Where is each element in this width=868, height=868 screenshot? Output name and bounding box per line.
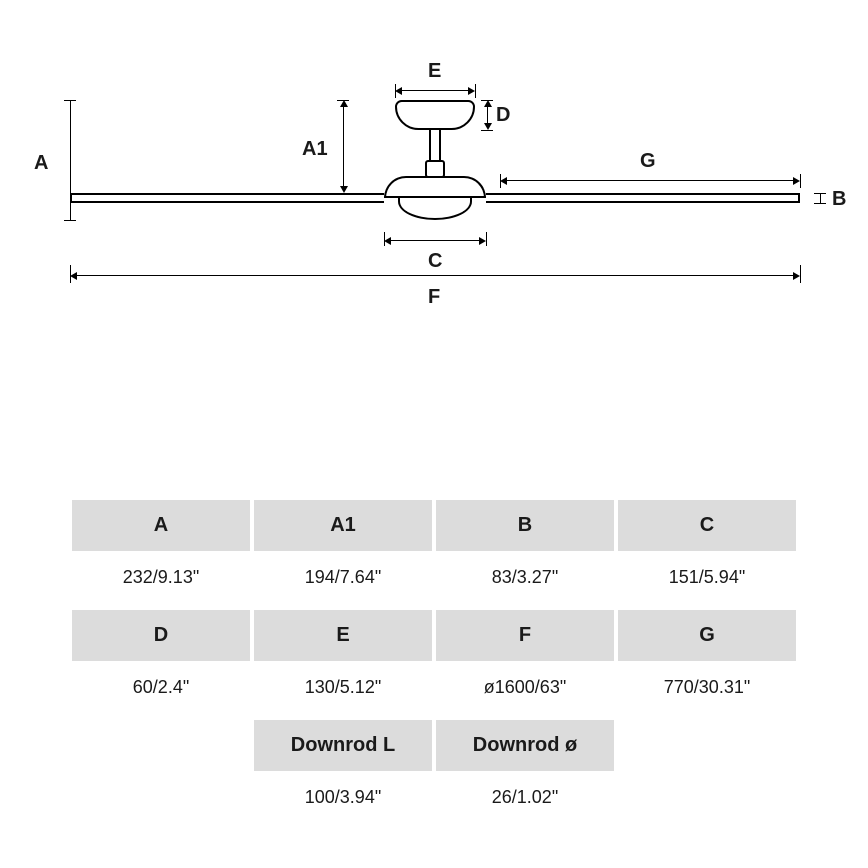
- dim-F-line: [76, 275, 794, 276]
- dim-C-tick-r: [486, 232, 487, 246]
- hdr-F: F: [436, 610, 614, 661]
- hdr-downrod-l: Downrod L: [254, 720, 432, 771]
- val-downrod-d: 26/1.02": [436, 771, 614, 830]
- dim-B-tick-b: [814, 203, 826, 204]
- hdr-B: B: [436, 500, 614, 551]
- val-downrod-l: 100/3.94": [254, 771, 432, 830]
- hdr-C: C: [618, 500, 796, 551]
- val-A: 232/9.13": [72, 551, 250, 610]
- spec-row-0-values: 232/9.13" 194/7.64" 83/3.27" 151/5.94": [72, 551, 796, 610]
- hdr-D: D: [72, 610, 250, 661]
- fan-blade-left: [70, 193, 384, 203]
- val-D: 60/2.4": [72, 661, 250, 720]
- fan-dimension-diagram: E D A1 A G B C F: [40, 60, 828, 330]
- dim-D-tick-b: [481, 130, 493, 131]
- label-A1: A1: [302, 138, 328, 161]
- fan-motor-top: [384, 176, 486, 198]
- label-A: A: [34, 152, 48, 175]
- dim-G-tick-r: [800, 174, 801, 188]
- spec-row-2-headers: Downrod L Downrod ø: [72, 720, 796, 771]
- val-A1: 194/7.64": [254, 551, 432, 610]
- hdr-A1: A1: [254, 500, 432, 551]
- label-G: G: [640, 150, 656, 173]
- val-F: ø1600/63": [436, 661, 614, 720]
- spec-row-1-headers: D E F G: [72, 610, 796, 661]
- fan-blade-right: [486, 193, 800, 203]
- val-E: 130/5.12": [254, 661, 432, 720]
- hdr-downrod-d: Downrod ø: [436, 720, 614, 771]
- dim-F-tick-r: [800, 265, 801, 283]
- spec-table: A A1 B C 232/9.13" 194/7.64" 83/3.27" 15…: [72, 500, 796, 830]
- label-B: B: [832, 188, 846, 211]
- val-B: 83/3.27": [436, 551, 614, 610]
- dim-E-tick-r: [475, 84, 476, 98]
- hdr-A: A: [72, 500, 250, 551]
- fan-canopy: [395, 100, 475, 130]
- hdr-E: E: [254, 610, 432, 661]
- fan-motor-bottom: [398, 198, 472, 220]
- dim-G-tick-l: [500, 174, 501, 188]
- dim-G-line: [506, 180, 794, 181]
- label-D: D: [496, 104, 510, 127]
- hdr-G: G: [618, 610, 796, 661]
- spec-row-1-values: 60/2.4" 130/5.12" ø1600/63" 770/30.31": [72, 661, 796, 720]
- dim-D-line: [487, 106, 488, 124]
- val-G: 770/30.31": [618, 661, 796, 720]
- dim-C-line: [390, 240, 480, 241]
- dim-A-tick-b: [64, 220, 76, 221]
- val-C: 151/5.94": [618, 551, 796, 610]
- spec-row-2-values: 100/3.94" 26/1.02": [72, 771, 796, 830]
- dim-E-line: [401, 90, 469, 91]
- dim-B-line: [820, 193, 821, 203]
- label-C: C: [428, 250, 442, 273]
- label-F: F: [428, 286, 440, 309]
- dim-A1-line: [343, 106, 344, 187]
- label-E: E: [428, 60, 441, 83]
- spec-row-0-headers: A A1 B C: [72, 500, 796, 551]
